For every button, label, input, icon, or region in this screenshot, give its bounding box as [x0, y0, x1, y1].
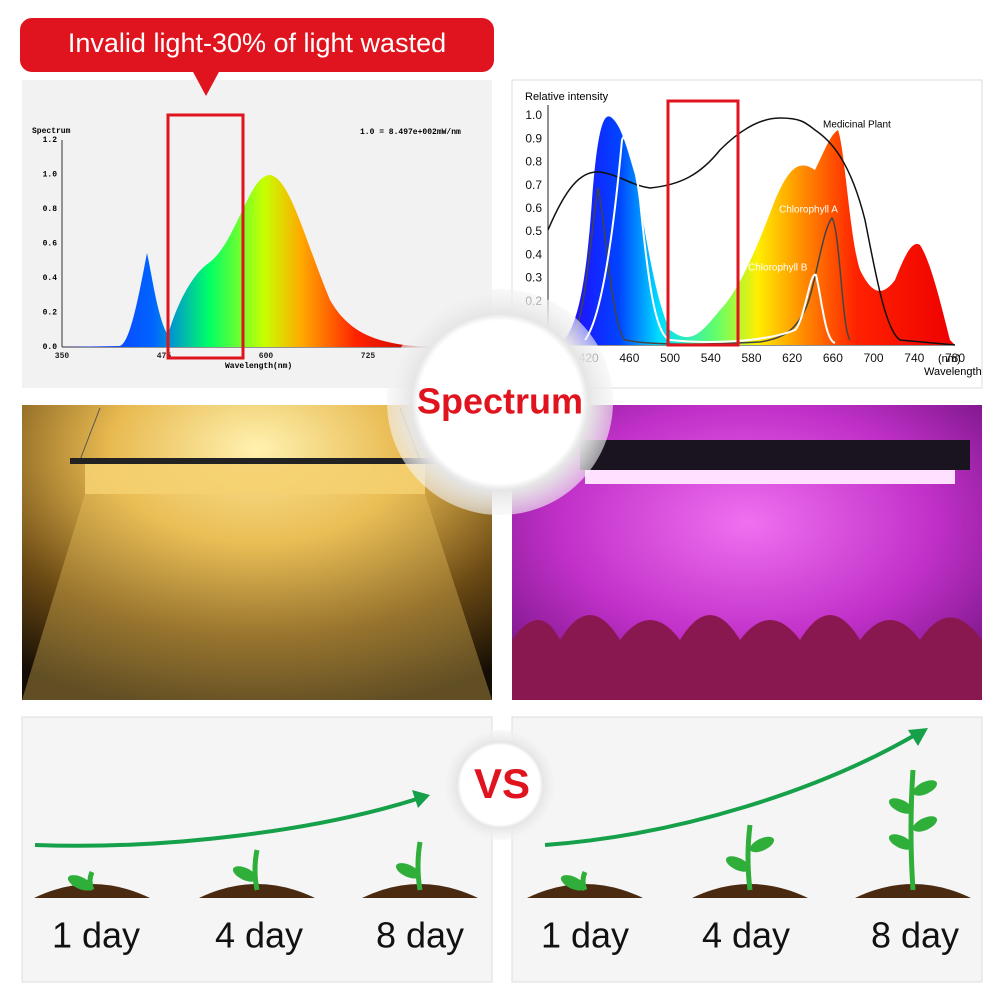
y-tick-label: 0.9: [525, 131, 542, 145]
vs-label: VS: [474, 760, 530, 807]
soil: [199, 884, 315, 898]
y-tick-label: 0.6: [43, 240, 58, 249]
leaf: [888, 798, 914, 814]
banner: Invalid light-30% of light wasted: [20, 18, 494, 96]
stem: [908, 769, 916, 891]
x-tick-label: 780: [945, 351, 965, 365]
leaf: [560, 875, 586, 891]
x-tick-label: 460: [619, 351, 639, 365]
stem: [252, 849, 260, 891]
growth-arrows: [34, 733, 917, 848]
left-chart-title: Spectrum: [32, 127, 71, 136]
y-tick-label: 0.6: [525, 201, 542, 215]
y-tick-label: 0.7: [525, 178, 542, 192]
x-tick-label: 475: [157, 352, 172, 361]
leaf: [888, 834, 914, 850]
left-chart-note: 1.0 = 8.497e+002mW/nm: [360, 128, 461, 137]
y-tick-label: 0.4: [525, 247, 542, 261]
y-tick-label: 1.0: [43, 171, 58, 180]
soil: [692, 884, 808, 898]
day-label: 1 day: [52, 915, 140, 956]
soil: [855, 884, 971, 898]
soil-and-plants: [34, 769, 971, 898]
left-photo: [22, 405, 492, 700]
stem: [415, 841, 423, 891]
x-tick-label: 700: [864, 351, 884, 365]
y-tick-label: 0.0: [43, 343, 58, 352]
day-label: 4 day: [215, 915, 303, 956]
curve-label: Chlorophyll B: [748, 263, 808, 274]
y-tick-label: 0.4: [43, 274, 58, 283]
right-x-unit: (nm): [938, 353, 961, 365]
right-x-label: Wavelength: [924, 366, 982, 378]
center-circle: [387, 289, 613, 515]
left-x-label: Wavelength(nm): [225, 362, 292, 371]
y-tick-label: 0.8: [525, 155, 542, 169]
right-y-label: Relative intensity: [525, 91, 609, 103]
soil: [362, 884, 478, 898]
day-label: 1 day: [541, 915, 629, 956]
growth-left-panel: [21, 716, 493, 983]
arrow-head: [412, 790, 430, 808]
right-photo: [512, 405, 982, 700]
soil: [34, 884, 150, 898]
medicinal-plant-curve: [547, 117, 956, 346]
day-label: 8 day: [871, 915, 959, 956]
curve-label: Chlorophyll A: [779, 205, 838, 216]
x-tick-label: 725: [361, 352, 376, 361]
y-tick-label: 1.2: [43, 136, 58, 145]
leaf: [725, 856, 751, 872]
y-tick-label: 0.3: [525, 271, 542, 285]
x-tick-label: 580: [741, 351, 761, 365]
x-tick-label: 660: [823, 351, 843, 365]
vs-circle: [445, 730, 555, 840]
stem: [745, 824, 753, 891]
leaf: [749, 836, 775, 853]
leaf: [912, 780, 938, 796]
left-highlight-box: [166, 113, 245, 360]
curve-label: Medicinal Plant: [823, 120, 891, 131]
leaf: [912, 816, 938, 832]
y-tick-label: 0.2: [43, 309, 58, 318]
y-tick-label: 0.5: [525, 224, 542, 238]
leaf: [395, 863, 421, 879]
leaf: [232, 866, 258, 882]
leaf: [67, 875, 93, 891]
x-tick-label: 740: [904, 351, 924, 365]
arrow-head: [908, 728, 928, 746]
center-label: Spectrum: [417, 381, 583, 422]
day-label: 4 day: [702, 915, 790, 956]
left-spectrum-area: [62, 175, 430, 347]
soil: [527, 884, 643, 898]
banner-text: Invalid light-30% of light wasted: [68, 28, 446, 58]
left-chart: Spectrum 1.0 = 8.497e+002mW/nm Wavelengt…: [32, 127, 477, 371]
right-highlight-box: [666, 99, 740, 347]
day-label: 8 day: [376, 915, 464, 956]
chlorophyll-b-curve: [584, 133, 836, 344]
x-tick-label: 500: [660, 351, 680, 365]
x-tick-label: 350: [55, 352, 70, 361]
y-tick-label: 1.0: [525, 108, 542, 122]
y-tick-label: 0.8: [43, 205, 58, 214]
right-spectrum-area: [560, 116, 955, 345]
x-tick-label: 540: [701, 351, 721, 365]
x-tick-label: 620: [782, 351, 802, 365]
x-tick-label: 600: [259, 352, 274, 361]
